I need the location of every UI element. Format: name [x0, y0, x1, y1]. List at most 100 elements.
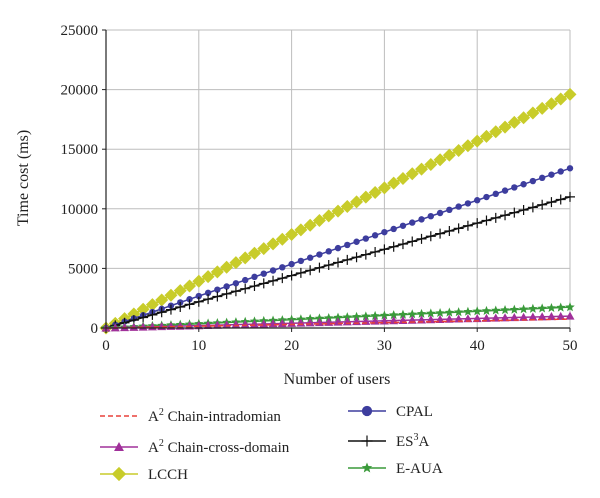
data-point [138, 322, 148, 331]
legend-marker [361, 435, 373, 447]
data-point [325, 248, 332, 255]
data-point [173, 284, 187, 298]
data-point [481, 215, 492, 226]
data-point [334, 244, 342, 252]
data-point [416, 233, 427, 244]
data-point [286, 270, 297, 281]
data-point [387, 176, 401, 190]
y-tick-label: 25000 [61, 23, 99, 39]
data-point [212, 291, 223, 302]
x-tick-label: 50 [563, 338, 578, 354]
data-point [222, 320, 232, 329]
legend-marker [114, 442, 124, 451]
data-point [370, 246, 381, 257]
data-point [220, 260, 234, 274]
data-point [498, 120, 512, 134]
data-point [204, 289, 212, 297]
data-point [351, 252, 362, 263]
data-point [462, 220, 473, 231]
data-point [500, 313, 510, 322]
data-point [192, 274, 206, 288]
data-point [268, 275, 279, 286]
data-point [537, 312, 547, 321]
legend-label: LCCH [148, 467, 188, 483]
data-point [453, 223, 464, 234]
data-point [472, 306, 482, 316]
x-tick-label: 30 [377, 338, 392, 354]
data-point [340, 200, 354, 214]
data-point [535, 101, 549, 115]
legend-item-a2-chain-cross-domain: A2 Chain-cross-domain [100, 438, 290, 456]
data-point [424, 157, 438, 171]
tick-labels: 0 10 20 30 40 50 0 5000 10000 15000 20000 25000 [61, 23, 578, 354]
data-point [491, 313, 501, 322]
data-point [229, 256, 243, 270]
data-point [370, 310, 380, 320]
data-point [297, 257, 305, 265]
data-point [500, 305, 510, 315]
data-point [257, 242, 271, 256]
data-point [381, 228, 388, 236]
data-point [344, 241, 351, 249]
data-point [322, 209, 336, 223]
data-point [155, 293, 169, 307]
data-point [361, 311, 371, 321]
series-a2-chain-intradomian [105, 318, 571, 329]
data-point [275, 232, 289, 246]
y-tick-label: 10000 [61, 202, 99, 218]
data-point [230, 286, 241, 297]
data-point [556, 311, 566, 320]
x-tick-label: 20 [284, 338, 299, 354]
data-point [238, 251, 252, 265]
data-point [333, 312, 343, 322]
y-tick-label: 5000 [68, 261, 98, 277]
data-point [528, 303, 538, 313]
data-point [544, 97, 558, 111]
data-point [548, 171, 555, 178]
data-point [323, 260, 334, 271]
data-point [184, 299, 195, 310]
data-point [527, 202, 538, 213]
data-point [164, 288, 178, 302]
data-point [426, 308, 436, 318]
data-point [193, 296, 204, 307]
legend-label: CPAL [396, 404, 433, 420]
data-point [433, 153, 447, 167]
data-point [183, 279, 197, 293]
data-point [554, 92, 568, 106]
legend-item-es3a: ES3A [348, 432, 430, 450]
data-point [398, 309, 408, 319]
data-point [500, 210, 511, 221]
data-point [397, 239, 408, 250]
data-point [138, 312, 149, 323]
data-point [379, 310, 390, 320]
data-point [481, 305, 492, 315]
data-point [333, 257, 343, 268]
legend-item-cpal: CPAL [348, 404, 433, 420]
legend-marker [361, 405, 373, 417]
data-point [396, 171, 410, 185]
data-point [509, 313, 519, 322]
data-point [314, 313, 325, 323]
data-point [371, 232, 379, 239]
y-tick-label: 15000 [61, 142, 99, 158]
data-point [388, 310, 399, 320]
data-point [368, 185, 382, 199]
data-point [195, 292, 202, 300]
data-point [303, 218, 317, 232]
series-cpal [102, 165, 574, 332]
data-point [526, 106, 540, 120]
x-tick-label: 0 [102, 338, 110, 354]
data-point [203, 294, 214, 305]
data-point [266, 237, 280, 251]
data-point [455, 203, 462, 210]
data-point [407, 236, 418, 247]
legend-label: E-AUA [396, 461, 443, 477]
axes [102, 29, 571, 332]
data-point [231, 320, 241, 329]
data-point [537, 199, 548, 210]
data-point [201, 270, 215, 284]
data-point [242, 276, 249, 284]
data-point [323, 312, 334, 323]
legend-item-e-aua: E-AUA [348, 461, 443, 477]
